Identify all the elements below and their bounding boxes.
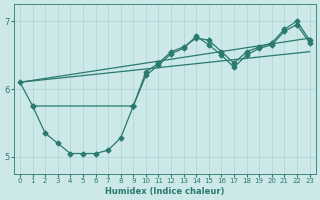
X-axis label: Humidex (Indice chaleur): Humidex (Indice chaleur) xyxy=(105,187,225,196)
